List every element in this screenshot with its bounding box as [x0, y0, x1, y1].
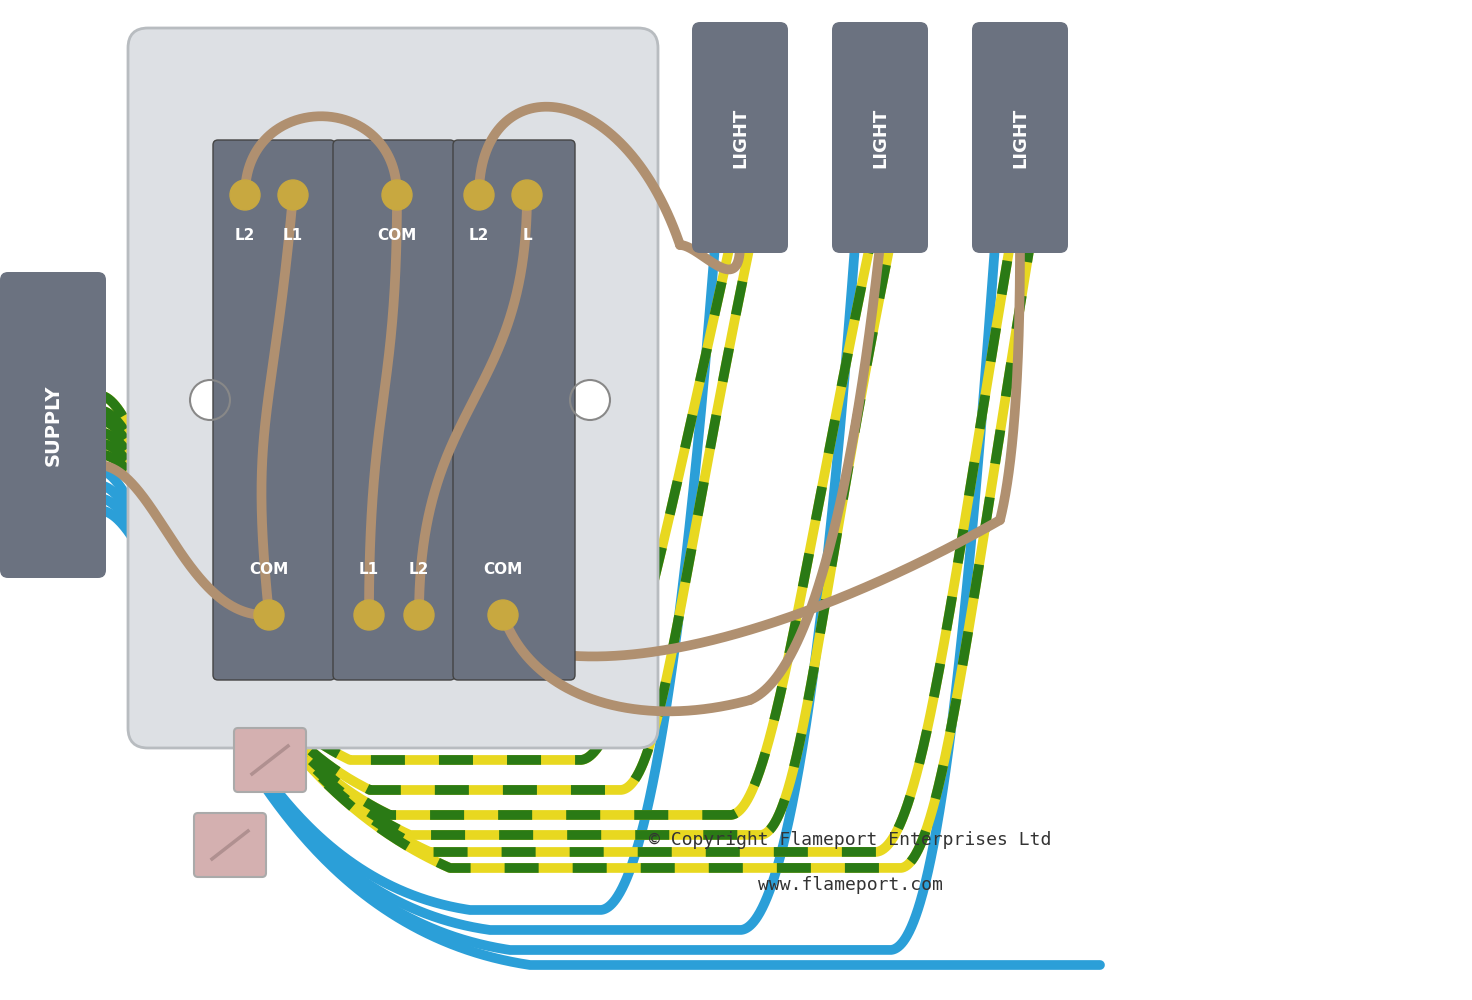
Text: L2: L2 [468, 228, 489, 242]
FancyBboxPatch shape [692, 22, 788, 253]
Text: L2: L2 [236, 228, 255, 242]
Text: L2: L2 [409, 562, 430, 578]
Circle shape [230, 180, 261, 210]
Text: www.flameport.com: www.flameport.com [758, 876, 942, 894]
FancyBboxPatch shape [972, 22, 1069, 253]
Text: COM: COM [377, 228, 417, 242]
Circle shape [464, 180, 495, 210]
FancyBboxPatch shape [213, 140, 336, 680]
Circle shape [190, 380, 230, 420]
Text: SUPPLY: SUPPLY [44, 384, 62, 466]
Text: L1: L1 [359, 562, 380, 578]
Circle shape [489, 600, 518, 630]
Circle shape [353, 600, 384, 630]
FancyBboxPatch shape [0, 272, 106, 578]
Text: © Copyright Flameport Enterprises Ltd: © Copyright Flameport Enterprises Ltd [649, 831, 1051, 849]
FancyBboxPatch shape [194, 813, 266, 877]
FancyBboxPatch shape [333, 140, 455, 680]
Circle shape [570, 380, 609, 420]
Text: L1: L1 [283, 228, 303, 242]
Text: L: L [523, 228, 531, 242]
FancyBboxPatch shape [128, 28, 658, 748]
FancyBboxPatch shape [832, 22, 927, 253]
Text: LIGHT: LIGHT [732, 107, 749, 168]
Circle shape [383, 180, 412, 210]
Text: COM: COM [483, 562, 523, 578]
FancyBboxPatch shape [234, 728, 306, 792]
Text: COM: COM [249, 562, 289, 578]
Circle shape [512, 180, 542, 210]
Circle shape [278, 180, 308, 210]
FancyBboxPatch shape [453, 140, 576, 680]
Text: LIGHT: LIGHT [871, 107, 889, 168]
Text: LIGHT: LIGHT [1011, 107, 1029, 168]
Circle shape [403, 600, 434, 630]
Circle shape [255, 600, 284, 630]
